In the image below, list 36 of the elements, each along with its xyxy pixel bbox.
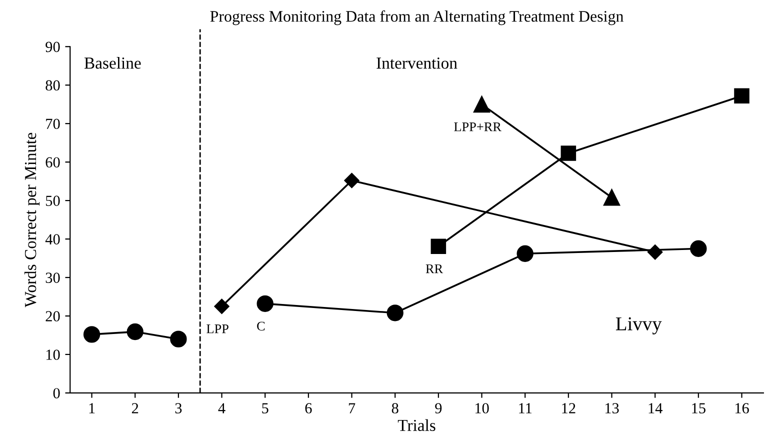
series-label: LPP (206, 324, 228, 334)
x-tick-label: 16 (735, 403, 749, 414)
y-axis-title: Words Correct per Minute (24, 132, 40, 308)
x-tick-label: 11 (519, 403, 532, 414)
y-tick-label: 50 (46, 196, 60, 206)
y-tick-label: 20 (46, 311, 60, 322)
x-axis-title: Trials (398, 419, 436, 432)
annotation: Livvy (616, 317, 662, 334)
x-tick-label: 6 (305, 403, 312, 414)
x-tick-label: 2 (132, 403, 138, 414)
y-tick-label: 70 (46, 118, 60, 130)
y-tick-label: 30 (46, 272, 60, 283)
x-tick-label: 3 (175, 403, 182, 414)
x-tick-label: 5 (262, 403, 268, 414)
y-tick-label: 10 (46, 350, 60, 360)
x-tick-label: 8 (392, 403, 398, 414)
series-label: RR (426, 264, 444, 274)
annotation: Intervention (376, 58, 458, 69)
x-tick-label: 7 (348, 403, 356, 414)
x-tick-label: 15 (692, 403, 706, 414)
annotation: Baseline (84, 57, 141, 69)
x-tick-label: 10 (475, 403, 489, 414)
y-tick-label: 0 (53, 388, 60, 398)
x-tick-label: 14 (648, 403, 662, 414)
x-tick-label: 12 (562, 403, 576, 414)
series-label: LPP+RR (454, 122, 502, 132)
y-tick-label: 80 (46, 80, 60, 91)
y-tick-label: 60 (46, 157, 60, 168)
series-label: C (257, 322, 265, 331)
x-tick-label: 13 (605, 403, 619, 414)
x-tick-label: 4 (218, 403, 226, 414)
chart-title: Progress Monitoring Data from an Alternating Treatment Design (210, 10, 624, 26)
y-tick-label: 40 (45, 234, 60, 244)
x-tick-label: 9 (435, 403, 442, 414)
y-tick-label: 90 (46, 42, 60, 52)
x-tick-label: 1 (89, 403, 95, 414)
